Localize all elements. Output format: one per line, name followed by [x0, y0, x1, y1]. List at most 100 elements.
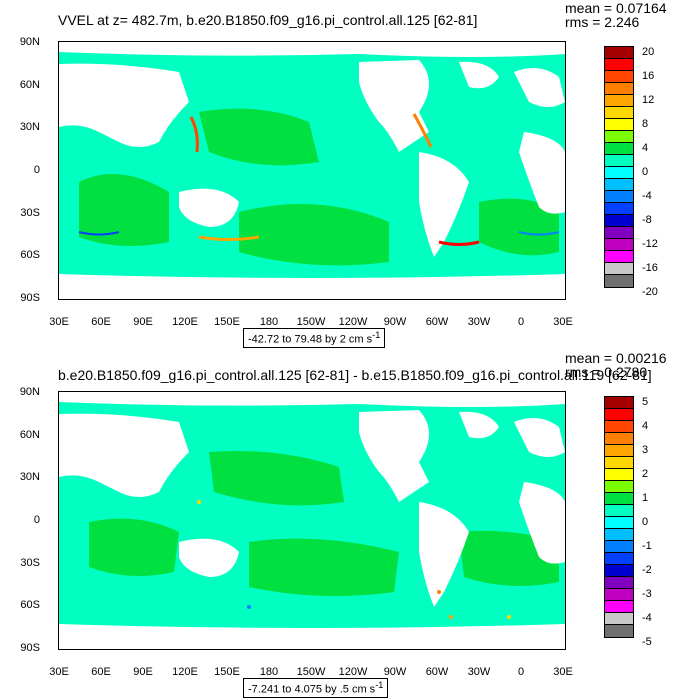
bottom-rms-label: rms = 0.2780	[565, 364, 648, 380]
lon-label: 30E	[553, 666, 573, 678]
asia-land	[59, 63, 189, 147]
colorbar-tick-label: 4	[642, 142, 649, 154]
colorbar-swatch	[605, 83, 633, 95]
top-rms-label: rms = 2.246	[565, 14, 640, 30]
bottom-panel: b.e20.B1850.f09_g16.pi_control.all.125 […	[0, 350, 700, 700]
colorbar-swatch	[605, 589, 633, 601]
colorbar-swatch	[605, 481, 633, 493]
lat-label: 60N	[19, 79, 40, 91]
lat-label: 30N	[19, 471, 40, 483]
colorbar-swatch	[605, 203, 633, 215]
colorbar-swatch	[605, 131, 633, 143]
lat-label: 30S	[20, 557, 40, 569]
arctic-land	[59, 392, 565, 407]
top-panel: VVEL at z= 482.7m, b.e20.B1850.f09_g16.p…	[19, 0, 667, 348]
lat-label: 30S	[20, 207, 40, 219]
colorbar-swatch	[605, 155, 633, 167]
lat-label: 90N	[19, 386, 40, 398]
bottom-plot-title: b.e20.B1850.f09_g16.pi_control.all.125 […	[58, 367, 652, 383]
south-america-land	[419, 502, 469, 607]
antarctica-land	[59, 274, 565, 299]
lat-label: 60S	[20, 249, 40, 261]
colorbar-swatch	[605, 529, 633, 541]
colorbar-swatch	[605, 143, 633, 155]
top-map	[58, 41, 566, 300]
africa-land	[519, 482, 565, 564]
colorbar-swatch	[605, 601, 633, 613]
colorbar-swatch	[605, 409, 633, 421]
lon-label: 150W	[296, 666, 326, 678]
colorbar-swatch	[605, 47, 633, 59]
lon-label: 90W	[383, 666, 407, 678]
colorbar-tick-label: 20	[642, 46, 655, 58]
colorbar-swatch	[605, 107, 633, 119]
lat-label: 0	[33, 514, 40, 526]
colorbar-tick-label: 3	[642, 444, 649, 456]
colorbar-swatch	[605, 119, 633, 131]
colorbar-swatch	[605, 505, 633, 517]
colorbar-swatch	[605, 397, 633, 409]
colorbar-swatch	[605, 565, 633, 577]
lon-label: 90W	[383, 316, 407, 328]
lon-label: 150E	[214, 316, 240, 328]
boundary-currents	[78, 113, 560, 246]
colorbar-swatch	[605, 625, 633, 637]
colorbar-tick-label: -16	[642, 262, 658, 274]
lon-label: 90E	[133, 316, 153, 328]
bottom-colorbar	[604, 396, 634, 638]
colorbar-tick-label: 4	[642, 420, 649, 432]
lon-label: 60W	[425, 316, 449, 328]
bottom-range-sup: -1	[375, 680, 384, 690]
lon-label: 30E	[49, 666, 69, 678]
colorbar-swatch	[605, 541, 633, 553]
lon-label: 90E	[133, 666, 153, 678]
lon-label: 120W	[338, 316, 368, 328]
colorbar-swatch	[605, 227, 633, 239]
colorbar-tick-label: 16	[642, 70, 655, 82]
colorbar-tick-label: -8	[642, 214, 652, 226]
colorbar-swatch	[605, 577, 633, 589]
land-masses	[59, 392, 565, 649]
ocean-positive-patches	[89, 451, 559, 596]
colorbar-tick-label: 0	[642, 516, 649, 528]
top-range-text: -42.72 to 79.48 by 2 cm s	[248, 333, 373, 346]
lon-label: 30W	[467, 666, 491, 678]
colorbar-tick-label: -3	[642, 588, 652, 600]
lon-label: 150E	[214, 666, 240, 678]
australia-land	[179, 188, 239, 227]
bottom-range-box: -7.241 to 4.075 by .5 cm s-1	[243, 678, 389, 698]
top-plot-title: VVEL at z= 482.7m, b.e20.B1850.f09_g16.p…	[58, 12, 478, 28]
lat-label: 90N	[19, 36, 40, 48]
lon-label: 180	[259, 316, 279, 328]
lon-label: 0	[517, 316, 525, 328]
greenland-land	[459, 61, 499, 89]
lon-label: 30E	[49, 316, 69, 328]
colorbar-tick-label: -5	[642, 636, 652, 648]
colorbar-swatch	[605, 553, 633, 565]
bottom-map-canvas	[59, 392, 565, 649]
colorbar-tick-label: 12	[642, 94, 655, 106]
colorbar-swatch	[605, 59, 633, 71]
australia-land	[179, 538, 239, 577]
colorbar-tick-label: 2	[642, 468, 649, 480]
colorbar-swatch	[605, 179, 633, 191]
lon-label: 180	[259, 666, 279, 678]
bottom-map	[58, 391, 566, 650]
colorbar-swatch	[605, 167, 633, 179]
colorbar-tick-label: -4	[642, 190, 652, 202]
lon-label: 60E	[91, 316, 111, 328]
colorbar-swatch	[605, 433, 633, 445]
colorbar-swatch	[605, 239, 633, 251]
lon-label: 30E	[553, 316, 573, 328]
europe-land	[514, 418, 565, 457]
colorbar-swatch	[605, 71, 633, 83]
colorbar-swatch	[605, 95, 633, 107]
colorbar-tick-label: -2	[642, 564, 652, 576]
north-america-land	[359, 60, 429, 152]
lon-label: 120W	[338, 666, 368, 678]
top-range-sup: -1	[372, 330, 381, 340]
top-mean-label: mean = 0.07164	[565, 0, 667, 16]
antarctica-land	[59, 624, 565, 649]
africa-land	[519, 132, 565, 214]
lon-label: 120E	[172, 316, 198, 328]
